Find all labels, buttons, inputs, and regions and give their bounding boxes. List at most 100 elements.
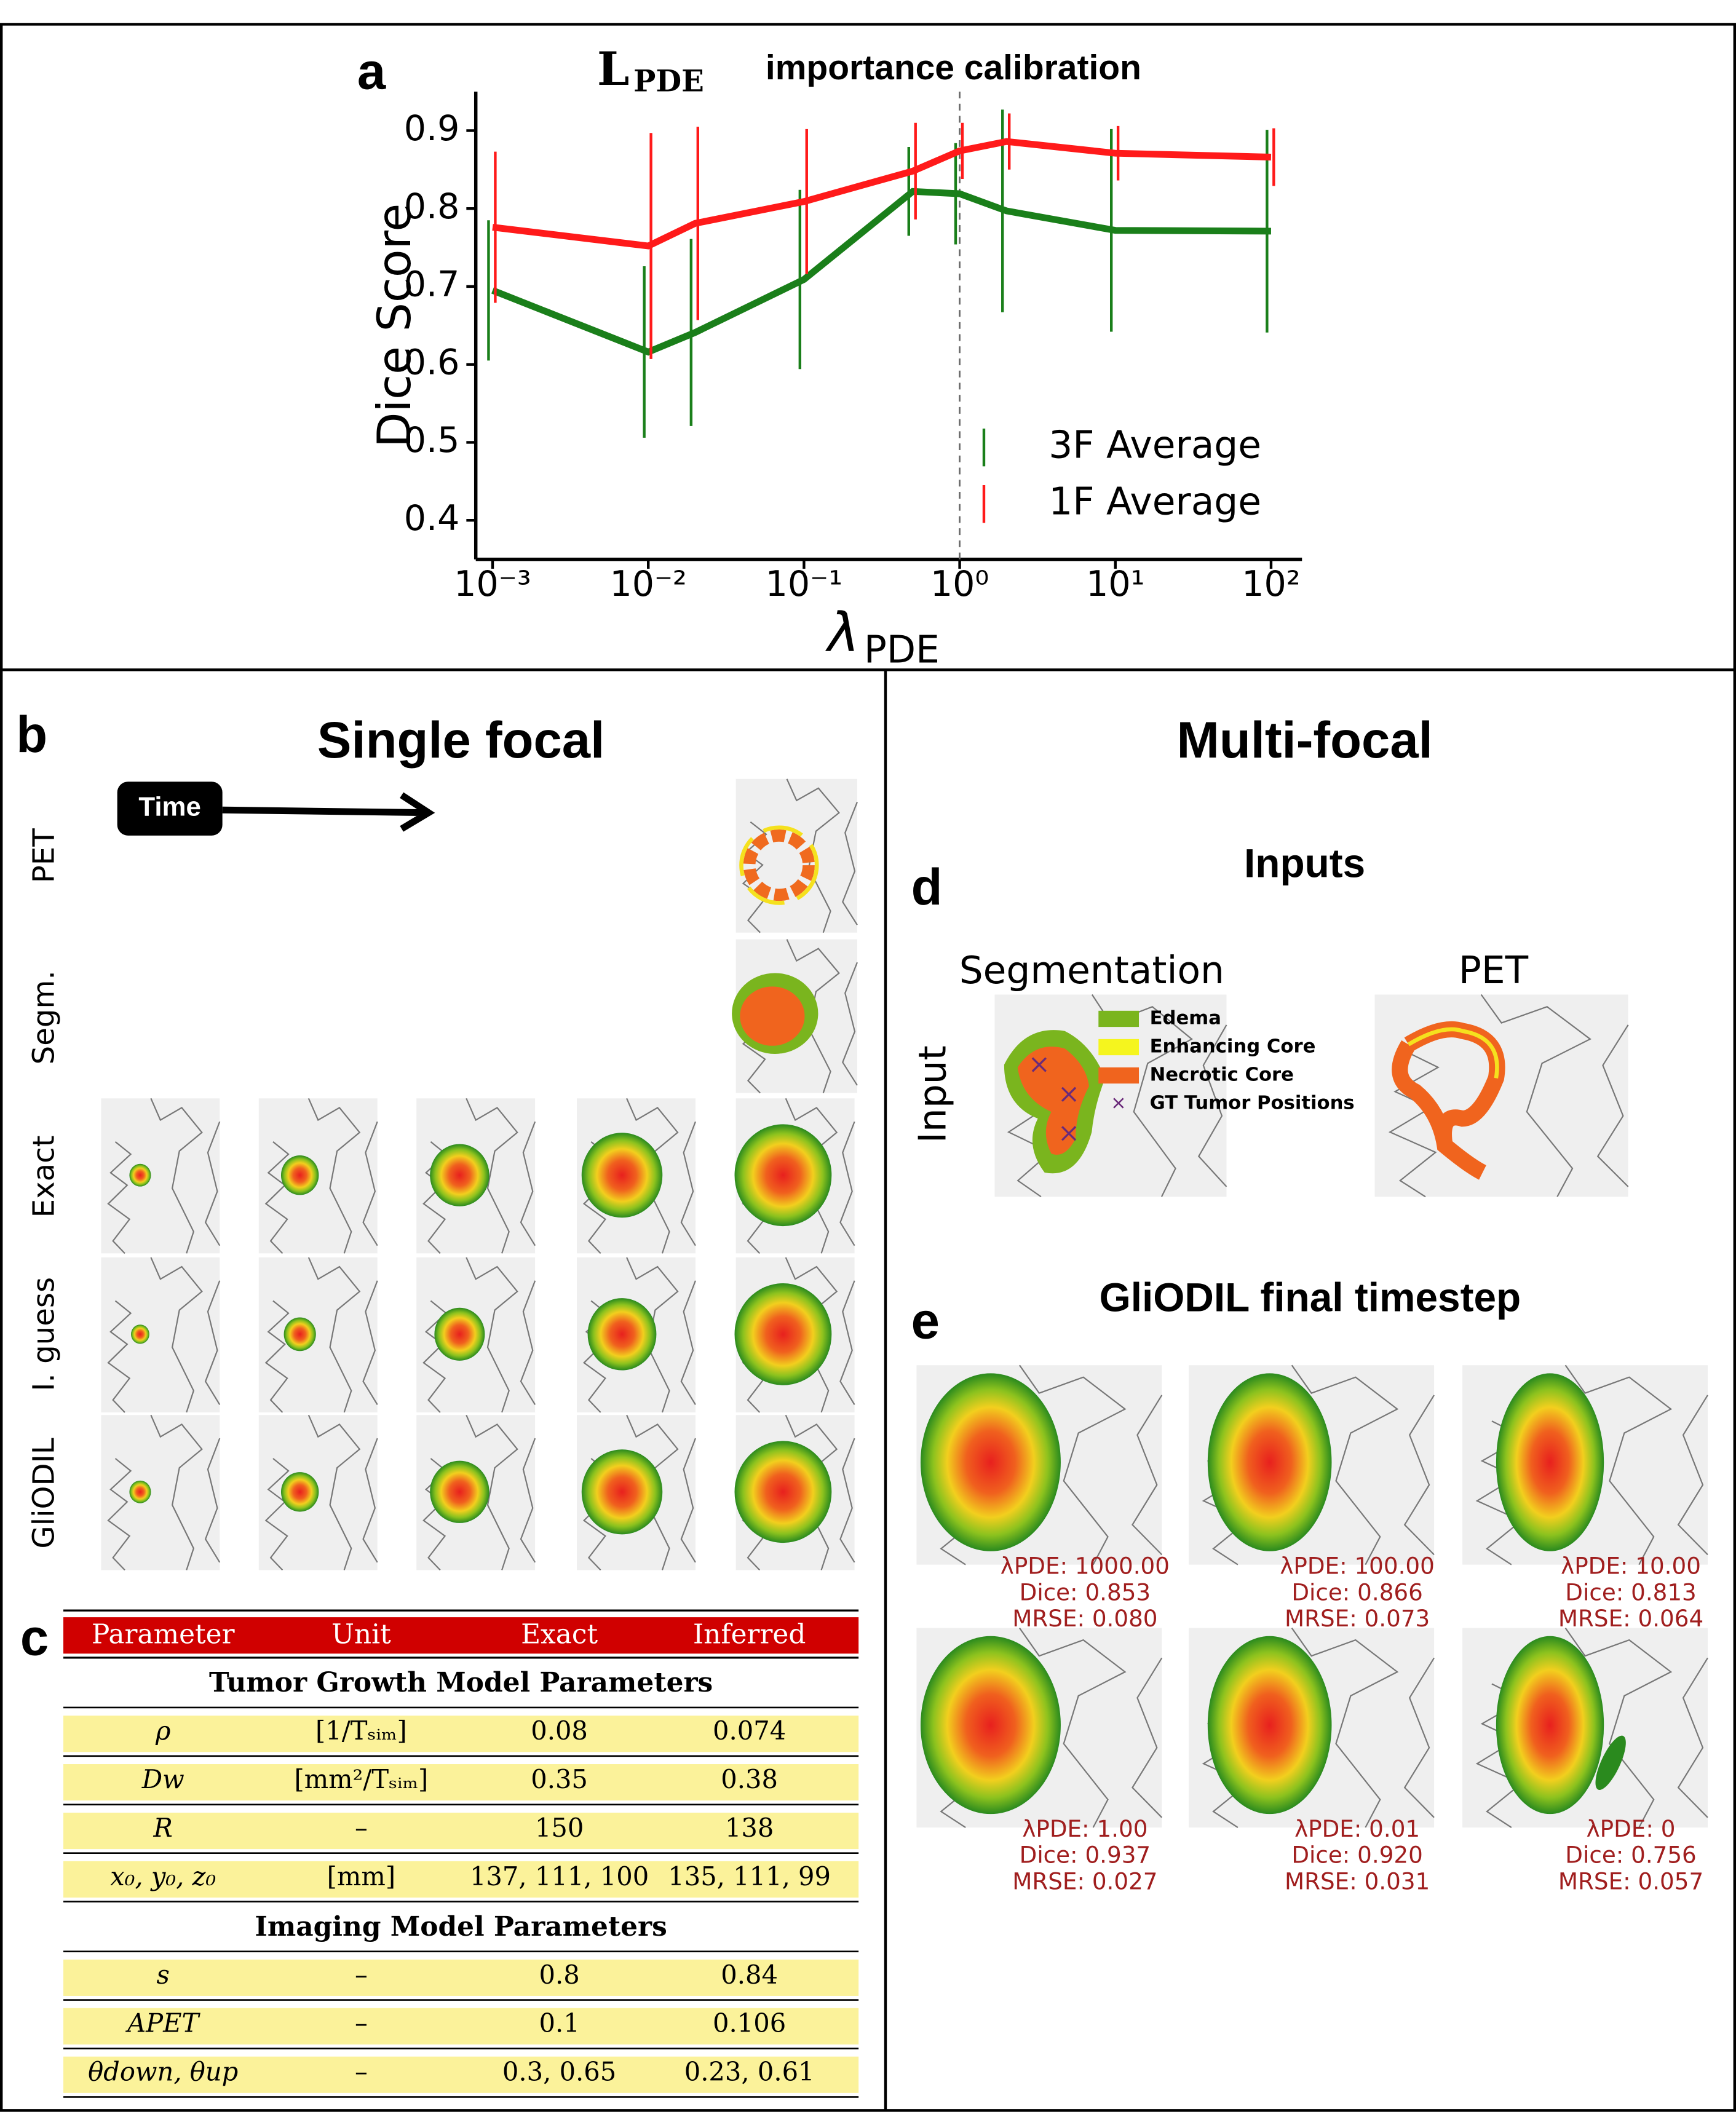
brain-outline: [107, 1300, 132, 1413]
panel-title: Multi-focal: [1176, 711, 1432, 769]
brain-slice: [101, 1415, 220, 1570]
y-tick-label: 0.8: [404, 186, 460, 227]
image-caption: MRSE: 0.057: [1558, 1867, 1703, 1894]
tumor: [430, 1144, 489, 1206]
time-label: Time: [138, 792, 201, 822]
brain-outline: [264, 1141, 290, 1254]
y-tick-label: 0.6: [404, 342, 460, 382]
row-label: Segm.: [27, 970, 61, 1064]
table-cell: 0.35: [531, 1764, 588, 1794]
tumor: [1496, 1636, 1604, 1815]
gt-position: [1031, 1057, 1047, 1072]
image-caption: λPDE: 1000.00: [1001, 1553, 1170, 1580]
image-caption: λPDE: 0: [1587, 1815, 1676, 1842]
brain-slice: [101, 1098, 220, 1254]
brain-outline: [626, 1414, 679, 1570]
table-cell: Dw: [141, 1764, 184, 1794]
table-cell: ρ: [155, 1716, 171, 1746]
brain-outline: [362, 1280, 378, 1405]
tumor: [587, 1298, 657, 1371]
table-cell: –: [355, 1960, 368, 1990]
x-tick-label: 10⁻²: [610, 564, 687, 604]
pet-rim: [1407, 1027, 1499, 1079]
table-header: Exact: [521, 1618, 598, 1650]
x-axis-label-subscript: PDE: [864, 628, 940, 671]
tumor: [920, 1373, 1061, 1551]
brain-outline: [150, 1257, 203, 1413]
brain-outline: [1132, 1657, 1163, 1818]
brain-outline: [362, 1121, 378, 1246]
table-cell: –: [355, 2057, 368, 2087]
tumor: [280, 1472, 319, 1512]
table-cell: [mm²/Tₛᵢₘ]: [294, 1764, 428, 1794]
brain-outline: [839, 1121, 855, 1246]
image-title: Segmentation: [959, 949, 1224, 992]
brain-outline: [204, 1438, 221, 1563]
x-tick-label: 10⁰: [930, 564, 989, 604]
brain-slice: [258, 1257, 378, 1412]
image-caption: MRSE: 0.027: [1012, 1867, 1157, 1894]
tumor: [734, 1283, 832, 1385]
tumor: [1496, 1373, 1604, 1551]
table-cell: 150: [535, 1813, 584, 1843]
brain-outline: [520, 1438, 536, 1563]
image-caption: λPDE: 10.00: [1561, 1553, 1701, 1580]
legend-label: GT Tumor Positions: [1150, 1093, 1355, 1114]
tumor: [581, 1133, 663, 1218]
image-caption: Dice: 0.756: [1565, 1842, 1696, 1869]
brain-outline: [1291, 1628, 1399, 1828]
brain-outline: [786, 778, 840, 933]
y-tick-label: 0.7: [404, 264, 460, 305]
table-cell: 0.106: [713, 2008, 786, 2038]
y-axis-label: Dice Score: [368, 204, 421, 448]
table-cell: x₀, y₀, z₀: [110, 1861, 216, 1891]
table-row-bg: [63, 1861, 859, 1898]
table-cell: 0.38: [721, 1764, 778, 1794]
legend-swatch: [1098, 1010, 1139, 1027]
table-cell: [1/Tₛᵢₘ]: [315, 1716, 407, 1746]
tumor: [1207, 1373, 1332, 1551]
brain-outline: [107, 1458, 132, 1571]
brain-outline: [307, 1414, 361, 1570]
brain-outline: [1132, 1395, 1163, 1556]
brain-outline: [1403, 1395, 1435, 1556]
time-arrow: [222, 792, 435, 832]
brain-slice: [101, 1257, 220, 1412]
table-row-bg: [63, 1716, 859, 1752]
row-label: GliODIL: [27, 1438, 61, 1548]
chart-title: importance calibration: [766, 48, 1141, 87]
table-header: Unit: [331, 1618, 391, 1650]
brain-outline: [1291, 1364, 1399, 1566]
table-header-bg: [63, 1617, 859, 1654]
brain-outline: [1480, 994, 1591, 1197]
brain-outline: [1564, 1628, 1673, 1828]
brain-outline: [839, 1438, 855, 1563]
panel-title: Inputs: [1244, 841, 1365, 886]
image-caption: MRSE: 0.031: [1285, 1867, 1430, 1894]
image-caption: Dice: 0.853: [1020, 1578, 1151, 1605]
legend-swatch: [1098, 1039, 1139, 1056]
brain-outline: [107, 1141, 132, 1254]
y-tick-label: 0.5: [404, 420, 460, 461]
tumor: [434, 1307, 485, 1361]
gt-position: [1061, 1087, 1077, 1102]
brain-outline: [466, 1414, 518, 1570]
table-cell: 0.1: [539, 2008, 579, 2038]
brain-outline: [1403, 1657, 1435, 1818]
row-label: Exact: [27, 1135, 61, 1217]
image-caption: Dice: 0.920: [1291, 1842, 1422, 1869]
row-label: PET: [27, 828, 61, 884]
tumor: [734, 1441, 832, 1543]
legend-label: 1F Average: [1048, 480, 1261, 523]
legend-label: Necrotic Core: [1150, 1064, 1294, 1086]
brain-outline: [204, 1121, 221, 1246]
brain-outline: [150, 1098, 203, 1254]
y-tick-label: 0.9: [404, 108, 460, 149]
table-cell: 135, 111, 99: [668, 1861, 831, 1891]
tumor: [1207, 1636, 1332, 1815]
tumor: [280, 1155, 319, 1195]
y-tick-label: 0.4: [404, 498, 460, 539]
tumor: [430, 1460, 489, 1523]
panel-title: Single focal: [317, 711, 604, 769]
table-row-bg: [63, 1764, 859, 1801]
